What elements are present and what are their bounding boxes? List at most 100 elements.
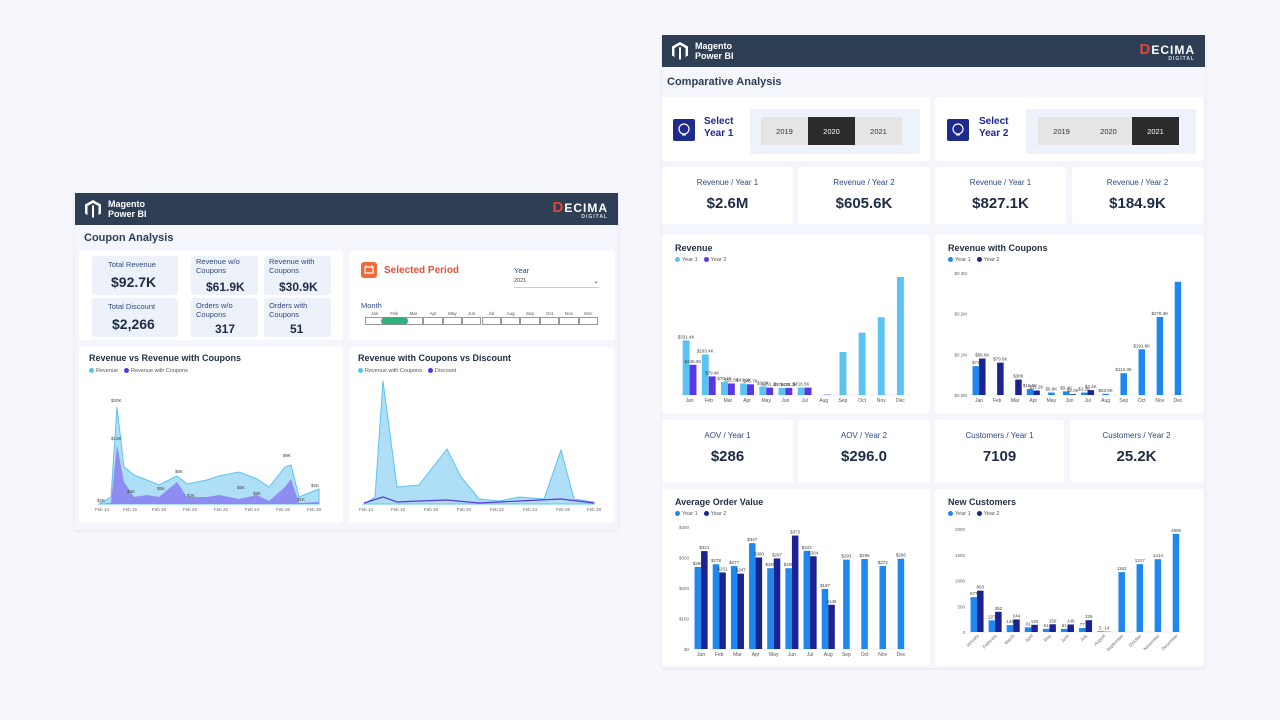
chart-title: Revenue vs Revenue with Coupons: [89, 353, 242, 363]
month-cell[interactable]: [462, 317, 482, 325]
year1-btn-2019[interactable]: 2019: [761, 117, 808, 145]
year2-btn-2019[interactable]: 2019: [1038, 117, 1085, 145]
year-dropdown[interactable]: 2021 ⌄: [514, 278, 599, 288]
month-cell[interactable]: [442, 317, 463, 325]
data-label: $265: [784, 562, 795, 567]
bar-year2: [977, 590, 984, 632]
y-tick: 1000: [955, 579, 966, 584]
x-tick: Apr: [1029, 398, 1037, 404]
data-label: $43.0K: [737, 377, 751, 382]
bar-year1: [1138, 349, 1146, 395]
bar-year2: [791, 535, 799, 649]
bar-year2: [804, 387, 812, 395]
chart-title: New Customers: [948, 497, 1017, 507]
bar-year1: [1156, 317, 1164, 395]
metric-revenue-year2-b: Revenue / Year 2 $184.9K: [1072, 167, 1203, 224]
data-label: 803: [977, 585, 985, 590]
month-cell[interactable]: [500, 317, 521, 325]
data-label: 61: [1062, 623, 1068, 628]
data-label: $2.2K: [757, 380, 769, 385]
x-tick: Feb 16: [123, 507, 138, 512]
brand-subtitle: Power BI: [695, 51, 734, 61]
select-year2-panel: Select Year 2 2019 2020 2021: [935, 97, 1203, 161]
month-tick-label: Jan: [371, 311, 379, 316]
legend-item: Revenue with Coupons: [358, 368, 422, 374]
kpi-label: Total Revenue: [108, 260, 156, 269]
revenue-chart: Revenue Year 1 Year 2 $331.4K $246.0K Jan $…: [662, 235, 930, 413]
month-cell[interactable]: [481, 317, 501, 325]
data-label: 14: [1104, 626, 1110, 631]
bar-year1: [1062, 391, 1070, 395]
y-tick: 2000: [955, 527, 966, 532]
x-tick: Aug: [1101, 398, 1110, 404]
bar-year1: [879, 566, 887, 649]
x-tick: Feb: [715, 652, 724, 658]
x-tick: Nov: [877, 398, 886, 404]
bar-year2: [1087, 390, 1095, 395]
revenue-vs-coupons-chart: Revenue vs Revenue with Coupons Revenue …: [79, 347, 343, 523]
month-cell[interactable]: [578, 317, 598, 325]
data-label: $322: [802, 545, 813, 550]
chart-legend: Year 1 Year 2: [675, 257, 726, 263]
decima-logo-sub: DIGITAL: [581, 213, 608, 220]
bar-year1: [843, 559, 850, 649]
x-tick: Jun: [781, 398, 789, 404]
bar-year1: [1006, 625, 1014, 632]
bar-year1: [1097, 631, 1104, 632]
metric-revenue-year1-b: Revenue / Year 1 $827.1K: [935, 167, 1066, 224]
data-label: 77: [1080, 622, 1086, 627]
data-label: 229: [1085, 614, 1093, 619]
bar-year1: [797, 387, 805, 395]
data-label: $261.2K: [761, 382, 778, 387]
year2-btn-2020[interactable]: 2020: [1085, 117, 1132, 145]
month-cell[interactable]: [423, 317, 443, 325]
bar-year1: [1048, 392, 1055, 395]
comparative-dashboard: Magento Power BI DECIMA DIGITAL Comparativ…: [662, 35, 1205, 668]
bar-year1: [897, 558, 905, 649]
x-tick: Jan: [697, 652, 705, 658]
point-label: $13K: [111, 436, 122, 441]
month-cell[interactable]: [559, 317, 579, 325]
month-tick-label: Sep: [526, 311, 535, 316]
dashboard-header: Magento Power BI DECIMA DIGITAL: [75, 193, 618, 225]
bar-year1: [759, 386, 767, 395]
data-label: $716.5K: [793, 381, 810, 386]
kpi-value: $61.9K: [206, 280, 245, 294]
data-label: 134: [1006, 619, 1014, 624]
kpi-label: Orders w/o Coupons: [196, 301, 233, 319]
month-range-handle[interactable]: [380, 317, 408, 325]
legend-item: Revenue: [89, 368, 118, 374]
bar-year1: [1118, 572, 1125, 632]
data-label: 1162: [1117, 566, 1127, 571]
bar-year1: [721, 381, 728, 395]
kpi-label: Revenue with Coupons: [269, 257, 315, 275]
year2-slicer[interactable]: 2019 2020 2021: [1038, 117, 1179, 145]
month-tick-label: Aug: [506, 311, 515, 316]
month-slicer[interactable]: Jan Feb Mar Apr May Jun Jul Aug Sep Oct Nov Dec: [365, 311, 598, 326]
month-cell[interactable]: [520, 317, 540, 325]
data-label: $293: [841, 554, 852, 559]
bar-year1: [778, 387, 786, 395]
y-tick: 1500: [955, 553, 966, 558]
x-tick: Feb 28: [307, 507, 322, 512]
select-label-line2: Year 2: [979, 128, 1009, 139]
data-label: $15.6K: [1023, 383, 1037, 388]
data-label: 5: [1099, 625, 1102, 630]
data-label: $246.0K: [685, 359, 702, 364]
bar-year1: [1120, 373, 1127, 395]
bar-year2: [755, 557, 763, 649]
bar-year1: [896, 277, 904, 395]
coupons-vs-discount-chart: Revenue with Coupons vs Discount Revenue…: [349, 347, 614, 523]
bar-year1: [877, 317, 885, 395]
month-label: Month: [361, 301, 382, 310]
bar-year1: [1024, 627, 1032, 632]
month-tick-label: Mar: [409, 311, 418, 316]
year1-slicer[interactable]: 2019 2020 2021: [761, 117, 902, 145]
year1-btn-2020[interactable]: 2020: [808, 117, 855, 145]
month-cell[interactable]: [539, 317, 560, 325]
year2-btn-2021[interactable]: 2021: [1132, 117, 1179, 145]
kpi-orders-wo-coupons: Orders w/o Coupons 317: [191, 298, 258, 337]
year1-btn-2021[interactable]: 2021: [855, 117, 902, 145]
chart-legend: Year 1 Year 2: [948, 257, 999, 263]
